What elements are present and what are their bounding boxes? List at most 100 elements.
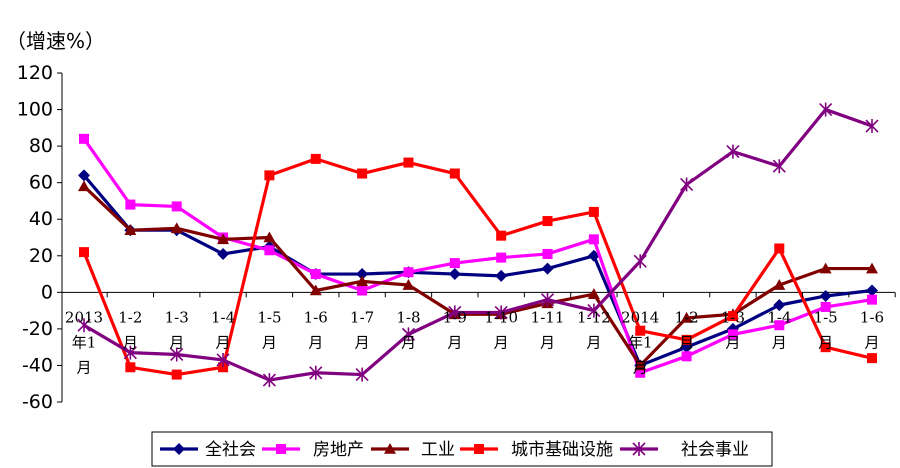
data-point (217, 247, 230, 260)
x-tick-label: 1-5 (257, 308, 281, 326)
x-tick-label: 2013 (65, 308, 103, 326)
y-tick-label: -20 (22, 318, 53, 340)
series-line (82, 137, 873, 375)
data-point (403, 267, 414, 278)
x-tick-label: 月 (123, 333, 138, 351)
legend-label: 社会事业 (681, 440, 749, 460)
data-point (449, 168, 460, 179)
data-point (171, 369, 182, 380)
data-point (542, 216, 553, 227)
data-point (542, 248, 553, 259)
data-point (170, 222, 183, 234)
data-point (587, 288, 600, 299)
x-tick-label: 月 (772, 333, 787, 351)
data-point (866, 262, 878, 274)
x-tick-label: 月 (586, 333, 601, 351)
x-tick-label: 月 (864, 333, 879, 351)
data-point (309, 284, 322, 296)
data-point (820, 342, 831, 353)
data-point (866, 284, 878, 297)
data-point (310, 269, 321, 280)
data-point (216, 352, 230, 367)
x-ticks: 2013 年1 月 1-2 月 1-3 月 1-4 月 1-5 月 1-6 月 1-7 月 1-8 月 1-9 月 1… (65, 292, 896, 376)
y-tick-label: 60 (29, 172, 53, 194)
x-tick-label: 1-4 (211, 308, 235, 326)
data-point (772, 159, 786, 174)
legend-label: 房地产 (313, 440, 364, 460)
data-point (124, 224, 137, 235)
axes (61, 73, 895, 402)
series-0 (78, 169, 878, 372)
legend-label: 工业 (421, 440, 455, 460)
data-point (496, 252, 507, 263)
x-tick-label: 月 (725, 333, 740, 351)
x-tick-label: 1-10 (484, 308, 518, 326)
data-point (865, 119, 879, 134)
data-point (125, 362, 136, 373)
legend-item: 房地产 (262, 440, 364, 460)
data-point (681, 351, 692, 362)
data-point (820, 301, 831, 312)
x-tick-label: 月 (447, 333, 462, 351)
data-point (588, 234, 599, 245)
x-tick-label: 1-2 (675, 308, 699, 326)
x-tick-label: 1-7 (350, 308, 374, 326)
data-point (262, 373, 276, 388)
data-point (309, 365, 323, 380)
data-point (634, 359, 647, 371)
x-tick-label: 年1 (72, 333, 97, 351)
y-tick-label: 0 (41, 281, 53, 303)
data-point (867, 294, 877, 305)
x-tick-label: 2014 (621, 308, 659, 326)
data-point (171, 201, 182, 212)
series-line (82, 185, 872, 368)
data-point (356, 268, 369, 281)
x-tick-label: 1-8 (396, 308, 420, 326)
x-tick-label: 月 (540, 333, 555, 351)
series-3 (79, 153, 877, 380)
legend-item: 社会事业 (620, 440, 749, 460)
series-lines (77, 102, 879, 388)
legend-label: 全社会 (205, 440, 256, 460)
data-point (773, 279, 786, 290)
data-point (263, 231, 276, 243)
data-point (680, 311, 693, 323)
data-point (819, 262, 832, 274)
x-tick-label: 1-4 (767, 308, 791, 326)
data-point (173, 443, 185, 455)
x-tick-label: 月 (401, 333, 416, 351)
y-tick-label: 120 (17, 62, 53, 84)
x-tick-label: 1-3 (721, 308, 745, 326)
data-point (355, 367, 369, 382)
x-tick-label: 月 (308, 333, 323, 351)
data-point (264, 170, 275, 181)
legend-item: 城市基础设施 (460, 440, 613, 460)
x-tick-label: 1-6 (304, 308, 328, 326)
y-tick-label: 80 (29, 135, 53, 157)
x-tick-label: 1-9 (443, 308, 467, 326)
x-tick-label: 月 (679, 333, 694, 351)
data-point (357, 285, 368, 296)
data-point (495, 269, 508, 282)
x-tick-label: 1-3 (165, 308, 189, 326)
data-point (540, 292, 555, 307)
data-point (588, 206, 599, 217)
y-tick-label: -60 (22, 391, 53, 413)
data-point (867, 353, 877, 364)
x-tick-label: 月 (262, 333, 277, 351)
data-point (727, 329, 738, 340)
series-4 (77, 102, 879, 388)
x-tick-label: 月 (355, 333, 370, 351)
data-point (774, 243, 785, 254)
data-point (276, 444, 286, 454)
data-point (384, 443, 396, 454)
data-point (170, 347, 184, 362)
data-point (125, 199, 136, 210)
data-point (587, 303, 601, 318)
series-line (83, 107, 873, 382)
data-point (635, 367, 646, 378)
data-point (264, 245, 275, 256)
y-tick-label: 20 (29, 245, 53, 267)
data-point (357, 168, 368, 179)
